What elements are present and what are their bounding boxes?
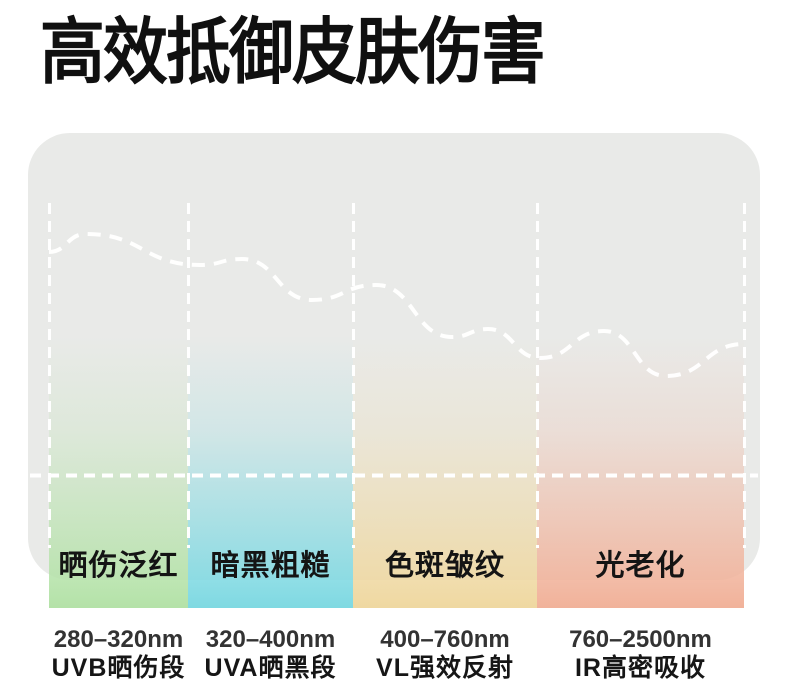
caption-uvb-type: UVB晒伤段 bbox=[51, 654, 186, 683]
band-infrared-label: 光老化 bbox=[595, 550, 686, 582]
caption-uva-range: 320–400nm bbox=[205, 626, 336, 653]
spectrum-card: 晒伤泛红 暗黑粗糙 色斑皱纹 光老化 280–320nm UVB晒伤段 320–… bbox=[28, 133, 760, 682]
band-visible-light: 色斑皱纹 bbox=[353, 336, 537, 608]
caption-visible-light-range: 400–760nm bbox=[380, 626, 510, 653]
caption-uvb: 280–320nm UVB晒伤段 bbox=[49, 627, 188, 687]
page-title: 高效抵御皮肤伤害 bbox=[40, 13, 546, 93]
uv-spectrum-infographic: 高效抵御皮肤伤害 晒伤泛红 暗黑粗糙 色斑皱纹 光老化 280–320nm UV… bbox=[28, 13, 760, 682]
caption-infrared: 760–2500nm IR高密吸收 bbox=[537, 627, 744, 687]
band-visible-light-label: 色斑皱纹 bbox=[384, 550, 505, 582]
caption-visible-light-type: VL强效反射 bbox=[376, 654, 514, 683]
band-uvb: 晒伤泛红 bbox=[49, 336, 188, 608]
caption-infrared-type: IR高密吸收 bbox=[574, 654, 706, 683]
band-uva-label: 暗黑粗糙 bbox=[210, 550, 331, 582]
caption-uvb-range: 280–320nm bbox=[53, 626, 184, 653]
caption-visible-light: 400–760nm VL强效反射 bbox=[353, 627, 537, 687]
caption-uva: 320–400nm UVA晒黑段 bbox=[188, 627, 353, 687]
band-uva: 暗黑粗糙 bbox=[188, 336, 353, 608]
caption-uva-type: UVA晒黑段 bbox=[204, 654, 337, 683]
band-uvb-label: 晒伤泛红 bbox=[58, 550, 179, 582]
caption-infrared-range: 760–2500nm bbox=[569, 626, 712, 653]
band-infrared: 光老化 bbox=[537, 336, 744, 608]
